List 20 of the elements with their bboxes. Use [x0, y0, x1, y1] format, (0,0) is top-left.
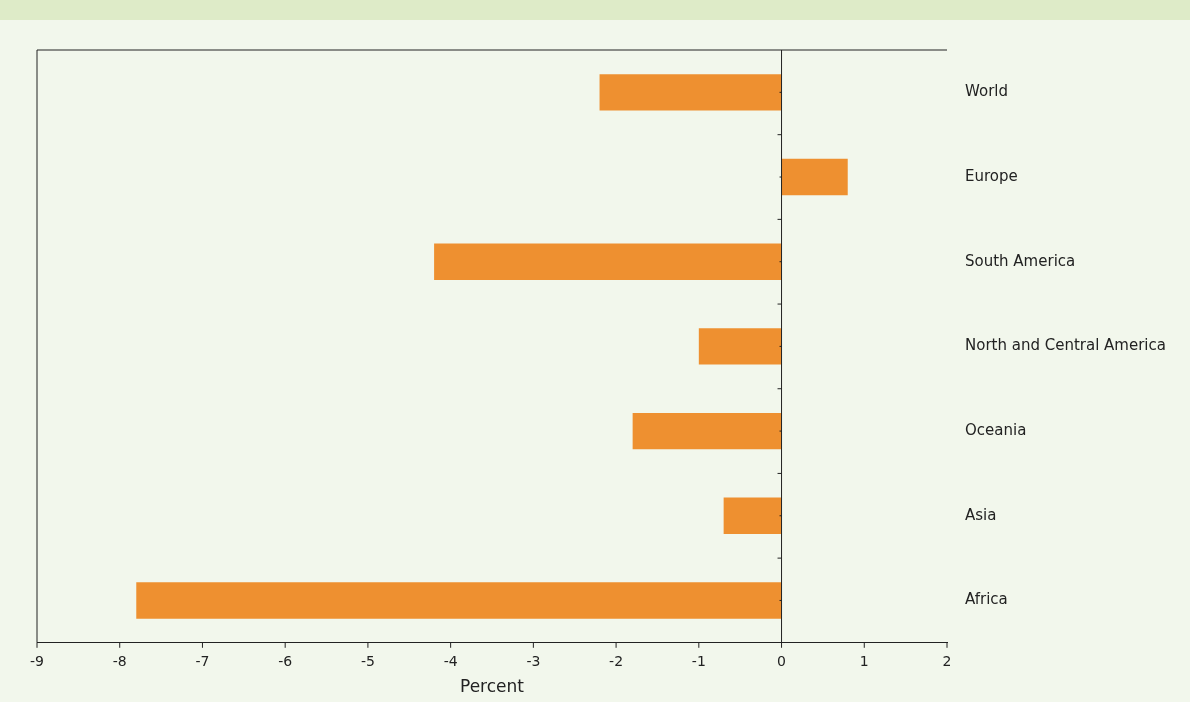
- x-tick-label: -8: [112, 652, 127, 669]
- y-tick-label: Oceania: [965, 420, 1027, 439]
- x-tick-label: 2: [942, 652, 952, 669]
- y-tick-label: Europe: [965, 166, 1018, 185]
- x-tick-label: 1: [859, 652, 869, 669]
- x-tick-label: -2: [609, 652, 624, 669]
- y-tick-label: South America: [965, 251, 1076, 270]
- y-tick-label: North and Central America: [965, 336, 1166, 355]
- x-tick-label: -6: [278, 652, 293, 669]
- y-tick-label: Africa: [965, 590, 1008, 609]
- x-tick-label: -1: [691, 652, 706, 669]
- x-tick-label: -4: [443, 652, 458, 669]
- x-tick-label: 0: [777, 652, 787, 669]
- x-tick-label: -3: [526, 652, 541, 669]
- x-axis-title: Percent: [460, 676, 525, 697]
- x-tick-label: -9: [30, 652, 44, 669]
- y-tick-label: Asia: [965, 505, 997, 524]
- y-tick-label: World: [965, 82, 1008, 101]
- x-tick-label: -7: [195, 652, 210, 669]
- x-tick-label: -5: [360, 652, 375, 669]
